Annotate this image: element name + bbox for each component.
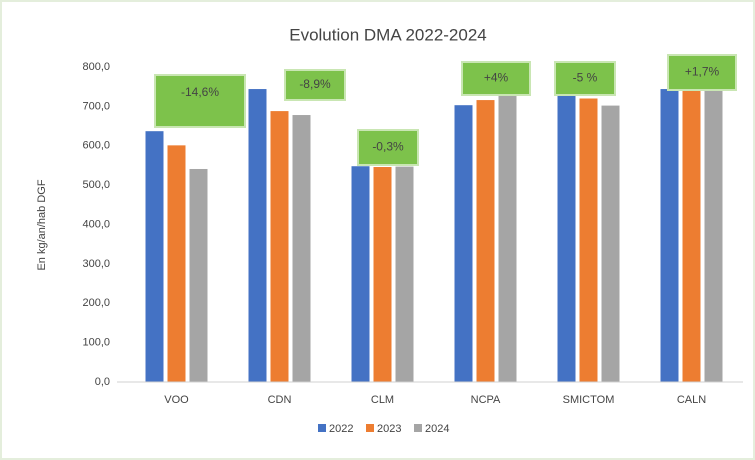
- y-tick-label: 300,0: [82, 258, 110, 270]
- annotation-box: [357, 129, 419, 166]
- bar: [395, 166, 414, 382]
- bar: [145, 131, 164, 382]
- x-tick-label: SMICTOM: [563, 394, 615, 406]
- y-tick-label: 800,0: [82, 61, 110, 73]
- annotation-text: -8,9%: [299, 77, 331, 91]
- legend-label: 2023: [377, 423, 401, 435]
- bar: [248, 89, 267, 383]
- annotation-box: [154, 74, 246, 128]
- y-tick-label: 700,0: [82, 100, 110, 112]
- y-tick-label: 0,0: [95, 376, 110, 388]
- annotation-text: -14,6%: [181, 85, 219, 99]
- bar: [167, 145, 186, 382]
- annotation-text: -5 %: [573, 71, 598, 85]
- annotation-box: [554, 61, 616, 96]
- chart-title: Evolution DMA 2022-2024: [289, 25, 487, 44]
- bar: [270, 111, 289, 382]
- y-tick-label: 200,0: [82, 297, 110, 309]
- y-axis-label: En kg/an/hab DGF: [36, 179, 48, 270]
- x-tick-label: VOO: [164, 394, 189, 406]
- bar: [292, 115, 311, 382]
- legend-label: 2024: [425, 423, 449, 435]
- legend-label: 2022: [329, 423, 353, 435]
- annotation-box: [284, 69, 346, 101]
- annotation-box: [667, 54, 737, 91]
- legend-swatch: [414, 424, 422, 432]
- bar: [189, 168, 208, 382]
- bar: [682, 88, 701, 382]
- bar: [557, 91, 576, 383]
- y-tick-label: 600,0: [82, 140, 110, 152]
- bar: [601, 105, 620, 383]
- legend-swatch: [366, 424, 374, 432]
- y-tick-label: 100,0: [82, 337, 110, 349]
- x-tick-label: CLM: [371, 394, 394, 406]
- bar: [476, 100, 495, 382]
- annotation-text: +1,7%: [685, 65, 720, 79]
- bar: [704, 83, 723, 383]
- legend-swatch: [318, 424, 326, 432]
- annotation-text: -0,3%: [372, 140, 404, 154]
- annotation-text: +4%: [484, 71, 509, 85]
- bar: [660, 89, 679, 383]
- x-tick-label: CDN: [268, 394, 292, 406]
- y-tick-label: 400,0: [82, 218, 110, 230]
- bar: [579, 98, 598, 382]
- bar: [351, 166, 370, 382]
- x-tick-label: CALN: [677, 394, 706, 406]
- x-tick-label: NCPA: [471, 394, 501, 406]
- bar: [454, 105, 473, 382]
- bar: [498, 94, 517, 382]
- bar: [373, 167, 392, 382]
- annotation-box: [461, 61, 531, 96]
- y-tick-label: 500,0: [82, 179, 110, 191]
